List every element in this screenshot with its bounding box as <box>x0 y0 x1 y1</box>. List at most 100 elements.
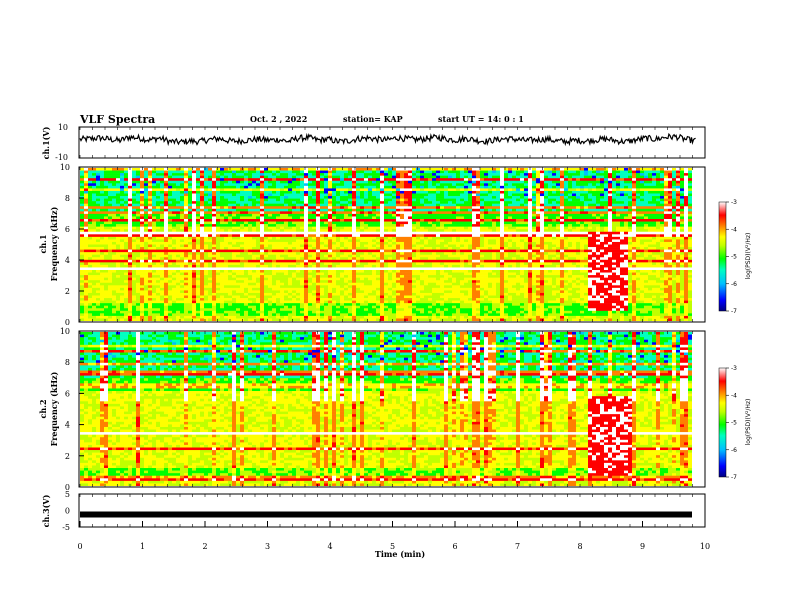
spectrogram-cell <box>124 224 129 227</box>
spectrogram-cell <box>320 193 325 197</box>
spectrogram-cell <box>132 239 137 243</box>
spectrogram-cell <box>384 231 389 235</box>
spectrogram-cell <box>288 305 293 309</box>
spectrogram-cell <box>180 315 185 319</box>
spectrogram-cell <box>156 196 161 199</box>
spectrogram-cell <box>104 254 109 258</box>
spectrogram-cell <box>352 275 357 278</box>
spectrogram-cell <box>408 252 413 255</box>
spectrogram-cell <box>320 198 325 202</box>
spectrogram-cell <box>96 254 101 258</box>
spectrogram-cell <box>108 318 113 321</box>
spectrogram-cell <box>188 310 193 314</box>
spectrogram-cell <box>96 211 101 215</box>
spectrogram-cell <box>368 170 373 174</box>
spectrogram-cell <box>272 252 277 255</box>
spectrogram-cell <box>136 313 141 317</box>
spectrogram-cell <box>356 180 361 184</box>
spectrogram-cell <box>120 264 125 268</box>
spectrogram-cell <box>80 226 85 230</box>
spectrogram-cell <box>396 178 401 182</box>
spectrogram-cell <box>308 168 313 171</box>
spectrogram-cell <box>132 201 137 204</box>
spectrogram-cell <box>244 170 249 174</box>
spectrogram-cell <box>132 168 137 171</box>
spectrogram-cell <box>324 241 329 245</box>
spectrogram-cell <box>380 185 385 189</box>
spectrogram-cell <box>344 290 349 294</box>
spectrogram-cell <box>336 257 341 261</box>
spectrogram-cell <box>284 178 289 182</box>
spectrogram-cell <box>260 241 265 245</box>
spectrogram-cell <box>128 257 133 261</box>
spectrogram-cell <box>348 201 353 204</box>
spectrogram-cell <box>88 247 93 250</box>
spectrogram-cell <box>388 252 393 255</box>
spectrogram-cell <box>400 247 405 250</box>
spectrogram-cell <box>228 303 233 306</box>
spectrogram-cell <box>332 183 337 187</box>
spectrogram-cell <box>116 270 121 273</box>
spectrogram-cell <box>308 272 313 276</box>
spectrogram-cell <box>316 262 321 266</box>
spectrogram-cell <box>184 203 189 207</box>
spectrogram-cell <box>136 315 141 319</box>
spectrogram-cell <box>396 211 401 215</box>
spectrogram-cell <box>204 308 209 312</box>
spectrogram-cell <box>124 236 129 240</box>
spectrogram-cell <box>268 206 273 210</box>
spectrogram-cell <box>408 201 413 204</box>
spectrogram-cell <box>180 196 185 199</box>
spectrogram-cell <box>132 313 137 317</box>
spectrogram-cell <box>364 280 369 284</box>
spectrogram-cell <box>352 241 357 245</box>
spectrogram-cell <box>384 224 389 227</box>
spectrogram-cell <box>216 168 221 171</box>
spectrogram-cell <box>332 254 337 258</box>
spectrogram-cell <box>220 241 225 245</box>
spectrogram-cell <box>96 259 101 263</box>
spectrogram-cell <box>108 262 113 266</box>
spectrogram-cell <box>92 280 97 284</box>
spectrogram-cell <box>332 298 337 301</box>
spectrogram-cell <box>260 178 265 182</box>
spectrogram-cell <box>304 262 309 266</box>
spectrogram-cell <box>140 315 145 319</box>
spectrogram-cell <box>408 175 413 179</box>
spectrogram-cell <box>244 183 249 187</box>
spectrogram-cell <box>176 270 181 273</box>
spectrogram-cell <box>304 196 309 199</box>
spectrogram-cell <box>176 216 181 220</box>
spectrogram-cell <box>88 310 93 314</box>
spectrogram-cell <box>264 285 269 289</box>
spectrogram-cell <box>348 219 353 222</box>
spectrogram-cell <box>80 216 85 220</box>
spectrogram-cell <box>260 196 265 199</box>
spectrogram-cell <box>232 178 237 182</box>
spectrogram-cell <box>140 188 145 192</box>
spectrogram-cell <box>408 229 413 233</box>
spectrogram-cell <box>184 183 189 187</box>
spectrogram-cell <box>272 270 277 273</box>
spectrogram-cell <box>240 236 245 240</box>
spectrogram-cell <box>380 287 385 291</box>
spectrogram-cell <box>280 272 285 276</box>
spectrogram-cell <box>384 295 389 299</box>
spectrogram-cell <box>80 201 85 204</box>
spectrogram-cell <box>324 254 329 258</box>
spectrogram-cell <box>304 300 309 304</box>
spectrogram-cell <box>184 211 189 215</box>
spectrogram-cell <box>388 178 393 182</box>
spectrogram-cell <box>308 175 313 179</box>
spectrogram-cell <box>288 236 293 240</box>
spectrogram-cell <box>208 239 213 243</box>
spectrogram-cell <box>204 267 209 271</box>
spectrogram-cell <box>248 275 253 278</box>
spectrogram-cell <box>204 193 209 197</box>
spectrogram-cell <box>84 315 89 319</box>
spectrogram-cell <box>376 264 381 268</box>
spectrogram-cell <box>300 290 305 294</box>
spectrogram-cell <box>100 226 105 230</box>
spectrogram-cell <box>96 313 101 317</box>
spectrogram-cell <box>372 275 377 278</box>
